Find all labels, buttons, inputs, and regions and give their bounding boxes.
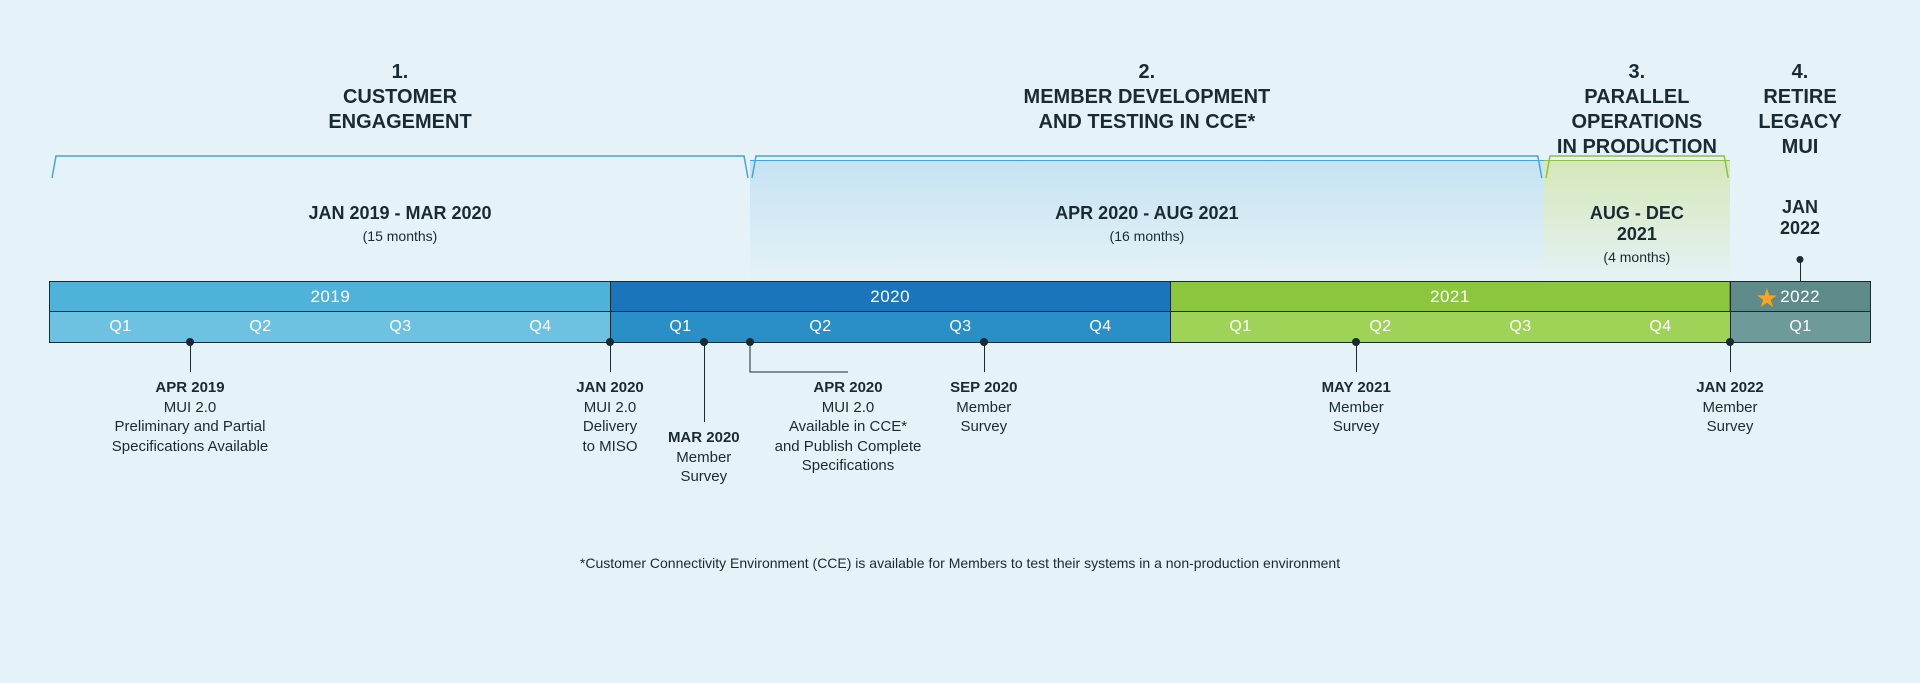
year-cell: 2021: [1170, 282, 1730, 312]
quarter-cell: Q3: [1450, 312, 1590, 342]
year-divider: [610, 282, 611, 342]
phase-title-line: RETIRE: [1763, 86, 1836, 108]
phase4-tick: [1800, 260, 1801, 282]
event-dot: [1352, 338, 1360, 346]
quarter-cell: Q3: [330, 312, 470, 342]
event-label: MAY 2021MemberSurvey: [1296, 378, 1416, 437]
event-label: SEP 2020MemberSurvey: [924, 378, 1044, 437]
phase-header: 1.CUSTOMER ENGAGEMENT: [200, 60, 600, 135]
phase-title-line: MEMBER DEVELOPMENT: [1024, 86, 1271, 108]
phase-header: 4.RETIRE LEGACY MUI: [1600, 60, 1920, 160]
quarter-cell: Q1: [1730, 312, 1870, 342]
phase-header: 2.MEMBER DEVELOPMENT AND TESTING IN CCE*: [947, 60, 1347, 135]
quarter-cell: Q2: [750, 312, 890, 342]
phase-title-line: ENGAGEMENT: [328, 111, 471, 133]
event-line: [1356, 342, 1357, 372]
quarter-row: Q1Q2Q3Q4Q1Q2Q3Q4Q1Q2Q3Q4Q1: [50, 312, 1870, 342]
quarter-cell: Q1: [610, 312, 750, 342]
phase-range: APR 2020 - AUG 2021(16 months): [947, 203, 1347, 244]
phase-title-line: LEGACY: [1758, 111, 1841, 133]
year-cell: 2019: [50, 282, 610, 312]
event-line: [1730, 342, 1731, 372]
phase-number: 4.: [1600, 60, 1920, 85]
phase-number: 1.: [200, 60, 600, 85]
event-label: JAN 2022MemberSurvey: [1670, 378, 1790, 437]
event-label: APR 2020MUI 2.0Available in CCE*and Publ…: [748, 378, 948, 476]
event-dot: [1726, 338, 1734, 346]
quarter-cell: Q4: [1590, 312, 1730, 342]
footnote: *Customer Connectivity Environment (CCE)…: [0, 555, 1920, 571]
year-divider: [1170, 282, 1171, 342]
quarter-cell: Q2: [190, 312, 330, 342]
event-dot: [746, 338, 754, 346]
quarter-cell: Q4: [470, 312, 610, 342]
phase-title-line: CUSTOMER: [343, 86, 457, 108]
phase-title-line: AND TESTING IN CCE*: [1039, 111, 1256, 133]
quarter-cell: Q1: [1170, 312, 1310, 342]
phase-bracket: [50, 150, 750, 180]
star-icon: ★: [1755, 283, 1778, 314]
phase-range: JAN 2019 - MAR 2020(15 months): [200, 203, 600, 244]
quarter-cell: Q2: [1310, 312, 1450, 342]
phase-bracket: [750, 150, 1544, 180]
year-cell: 2020: [610, 282, 1170, 312]
phase-number: 2.: [947, 60, 1347, 85]
year-row: 2019202020212022: [50, 282, 1870, 312]
year-cell: 2022: [1729, 282, 1870, 312]
phase-range: JAN2022: [1720, 197, 1880, 239]
quarter-cell: Q1: [50, 312, 190, 342]
year-divider: [1730, 282, 1731, 342]
quarter-cell: Q4: [1030, 312, 1170, 342]
phase-title-line: MUI: [1782, 136, 1819, 158]
event-line: [984, 342, 985, 372]
quarter-cell: Q3: [890, 312, 1030, 342]
event-dot: [980, 338, 988, 346]
